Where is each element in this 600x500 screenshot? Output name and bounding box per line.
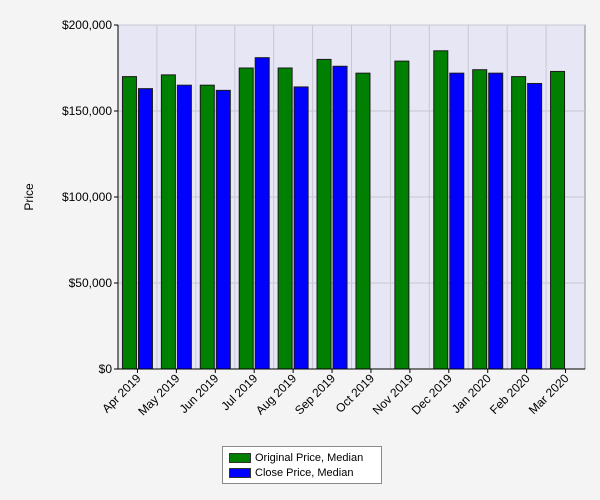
x-tick-label: Nov 2019 (370, 371, 416, 417)
bar-close-price-median-apr-2019 (137, 88, 153, 370)
bars (121, 50, 566, 370)
bar-close-price-median-sep-2019 (332, 65, 348, 370)
bar-original-price-median-dec-2019 (433, 50, 449, 370)
legend-item-original-price: Original Price, Median (229, 450, 375, 465)
y-tick-labels: $0 $50,000 $100,000 $150,000 $200,000 (62, 18, 118, 376)
legend-label-original-price: Original Price, Median (255, 451, 364, 464)
bar-close-price-median-may-2019 (176, 84, 192, 370)
x-tick-label: Jun 2019 (177, 371, 222, 416)
legend-swatch-original-price (229, 452, 251, 463)
bar-original-price-median-jun-2019 (199, 84, 215, 370)
legend: Original Price, Median Close Price, Medi… (222, 446, 382, 484)
bar-close-price-median-aug-2019 (293, 86, 309, 370)
legend-swatch-close-price (229, 467, 251, 478)
bar-original-price-median-mar-2020 (550, 70, 566, 370)
legend-label-close-price: Close Price, Median (255, 466, 354, 479)
x-tick-label: Mar 2020 (526, 371, 572, 417)
y-axis-label: Price (22, 183, 36, 211)
y-tick-label: $50,000 (69, 276, 113, 290)
bar-close-price-median-dec-2019 (449, 72, 465, 370)
bar-original-price-median-nov-2019 (394, 60, 410, 370)
bar-original-price-median-aug-2019 (277, 67, 293, 370)
x-tick-label: Sep 2019 (292, 371, 338, 417)
bar-original-price-median-apr-2019 (121, 76, 137, 370)
bar-close-price-median-feb-2020 (527, 82, 543, 370)
bar-close-price-median-jun-2019 (215, 89, 231, 370)
y-tick-label: $200,000 (62, 18, 112, 32)
bar-close-price-median-jan-2020 (488, 72, 504, 370)
x-tick-label: Dec 2019 (409, 371, 455, 417)
bar-original-price-median-feb-2020 (511, 76, 527, 370)
bar-original-price-median-oct-2019 (355, 72, 371, 370)
x-tick-label: Aug 2019 (253, 371, 299, 417)
y-tick-label: $150,000 (62, 104, 112, 118)
legend-item-close-price: Close Price, Median (229, 465, 375, 480)
bar-original-price-median-sep-2019 (316, 58, 332, 370)
y-tick-label: $100,000 (62, 190, 112, 204)
x-tick-label: May 2019 (135, 371, 182, 418)
bar-close-price-median-jul-2019 (254, 57, 270, 370)
x-tick-label: Feb 2020 (487, 371, 533, 417)
y-tick-label: $0 (99, 362, 113, 376)
x-tick-label: Jan 2020 (449, 371, 494, 416)
bar-original-price-median-may-2019 (160, 74, 176, 370)
bar-original-price-median-jan-2020 (472, 69, 488, 370)
bar-original-price-median-jul-2019 (238, 67, 254, 370)
